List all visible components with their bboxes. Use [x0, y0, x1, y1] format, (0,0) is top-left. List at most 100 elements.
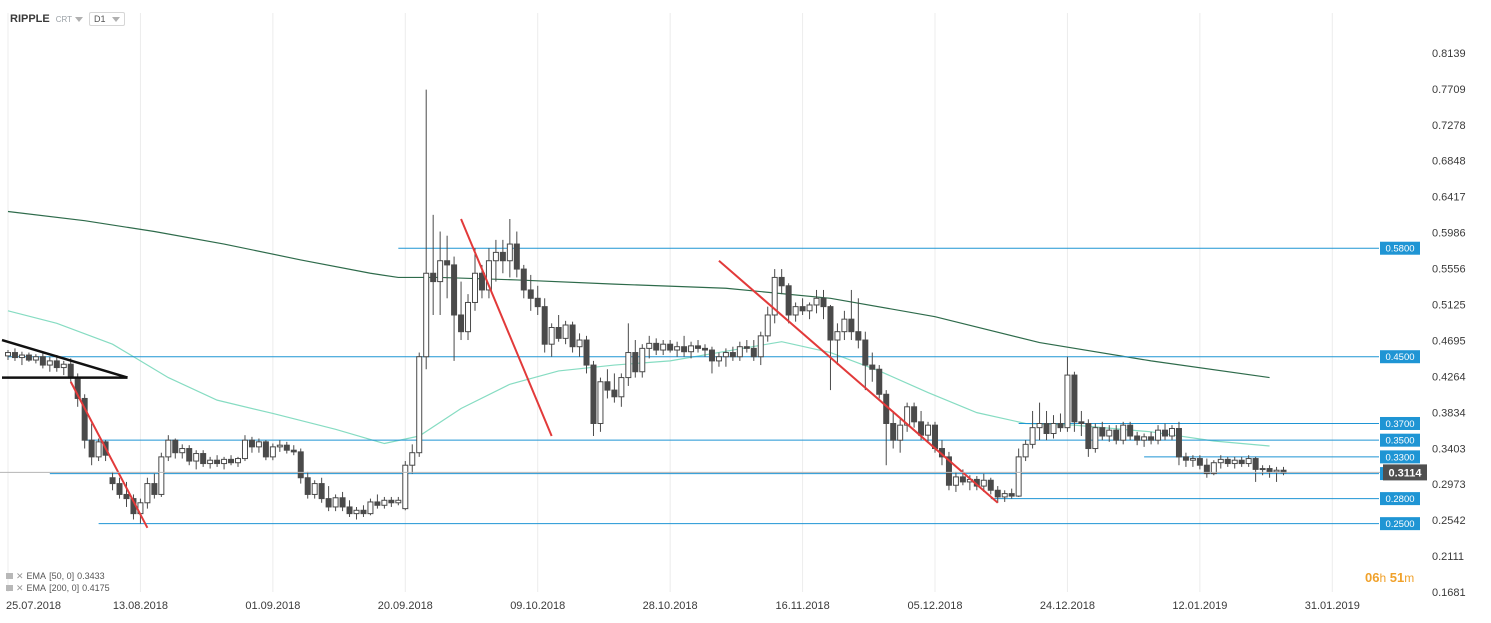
candle-body[interactable] [241, 439, 248, 460]
candle-body[interactable] [88, 439, 95, 458]
candle-body[interactable] [325, 498, 332, 508]
candle-body[interactable] [221, 458, 228, 465]
candle-body[interactable] [959, 476, 966, 483]
candle-body[interactable] [743, 346, 750, 349]
candle-body[interactable] [1022, 443, 1029, 458]
candle-body[interactable] [980, 479, 987, 487]
candle-body[interactable] [172, 439, 179, 454]
candle-body[interactable] [290, 449, 297, 453]
candle-body[interactable] [862, 339, 869, 366]
candle-body[interactable] [276, 444, 283, 448]
candle-body[interactable] [618, 377, 625, 398]
candle-body[interactable] [67, 363, 74, 379]
candle-body[interactable] [1057, 422, 1064, 429]
candle-body[interactable] [855, 331, 862, 341]
candle-body[interactable] [360, 509, 367, 515]
candle-body[interactable] [520, 268, 527, 291]
candle-body[interactable] [925, 424, 932, 436]
candle-body[interactable] [527, 289, 534, 299]
candle-body[interactable] [1224, 458, 1231, 465]
candle-body[interactable] [1141, 436, 1148, 441]
candle-body[interactable] [562, 324, 569, 339]
candle-body[interactable] [569, 324, 576, 348]
candle-body[interactable] [1106, 429, 1113, 437]
candle-body[interactable] [214, 459, 221, 465]
candle-body[interactable] [346, 506, 353, 515]
candle-body[interactable] [123, 493, 130, 500]
candle-body[interactable] [269, 446, 276, 458]
candle-body[interactable] [1238, 459, 1245, 465]
candle-body[interactable] [632, 352, 639, 373]
triangle-upper-line[interactable] [1, 338, 128, 379]
candle-body[interactable] [1210, 462, 1217, 475]
trend-line[interactable] [69, 381, 149, 529]
candle-body[interactable] [987, 479, 994, 491]
candle-body[interactable] [95, 441, 102, 458]
candle-body[interactable] [771, 276, 778, 316]
candle-body[interactable] [611, 389, 618, 398]
candle-body[interactable] [1196, 458, 1203, 466]
candle-body[interactable] [1134, 435, 1141, 441]
candle-body[interactable] [952, 476, 959, 486]
candle-body[interactable] [597, 381, 604, 424]
candle-body[interactable] [1029, 427, 1036, 445]
candle-body[interactable] [374, 501, 381, 506]
candle-body[interactable] [1266, 468, 1273, 473]
candle-body[interactable] [799, 306, 806, 312]
candle-body[interactable] [1099, 427, 1106, 437]
candle-body[interactable] [918, 421, 925, 436]
candle-body[interactable] [485, 260, 492, 291]
candle-body[interactable] [945, 456, 952, 486]
candle-body[interactable] [1217, 458, 1224, 464]
candle-body[interactable] [11, 352, 18, 359]
candle-body[interactable] [158, 456, 165, 495]
candle-body[interactable] [18, 354, 25, 359]
candle-body[interactable] [5, 352, 11, 357]
candle-body[interactable] [604, 381, 611, 391]
candle-body[interactable] [478, 272, 485, 291]
candle-body[interactable] [1168, 427, 1175, 437]
candle-body[interactable] [53, 360, 60, 369]
candle-body[interactable] [444, 260, 451, 266]
candle-body[interactable] [116, 483, 123, 495]
candle-body[interactable] [695, 345, 702, 349]
candle-body[interactable] [179, 448, 186, 454]
candle-body[interactable] [207, 459, 214, 465]
candle-body[interactable] [932, 424, 939, 450]
candle-body[interactable] [911, 406, 918, 423]
candle-body[interactable] [764, 314, 771, 337]
candle-body[interactable] [576, 339, 583, 348]
candle-body[interactable] [1001, 493, 1008, 498]
candle-body[interactable] [1064, 374, 1071, 429]
candle-body[interactable] [471, 272, 478, 303]
timeframe-dropdown[interactable]: D1 [89, 12, 125, 26]
candle-body[interactable] [235, 458, 242, 464]
candle-body[interactable] [186, 448, 193, 462]
candle-body[interactable] [248, 439, 255, 448]
candle-body[interactable] [890, 422, 897, 441]
candle-body[interactable] [841, 318, 848, 333]
candle-body[interactable] [722, 352, 729, 358]
candle-body[interactable] [1043, 422, 1050, 435]
candle-body[interactable] [715, 356, 722, 362]
candle-body[interactable] [534, 297, 541, 308]
candle-body[interactable] [193, 453, 200, 462]
candle-body[interactable] [492, 251, 499, 262]
candle-body[interactable] [388, 499, 395, 504]
candle-body[interactable] [688, 345, 695, 353]
candle-body[interactable] [897, 424, 904, 441]
candle-body[interactable] [834, 331, 841, 341]
candle-body[interactable] [792, 306, 799, 316]
candle-body[interactable] [381, 499, 388, 506]
candle-body[interactable] [785, 285, 792, 316]
candle-body[interactable] [367, 501, 374, 515]
candle-body[interactable] [848, 318, 855, 333]
candle-body[interactable] [1071, 374, 1078, 423]
candle-body[interactable] [1259, 468, 1266, 471]
candle-body[interactable] [827, 306, 834, 341]
candle-body[interactable] [81, 397, 88, 441]
candle-body[interactable] [583, 339, 590, 366]
candle-body[interactable] [304, 477, 311, 495]
candle-body[interactable] [883, 393, 890, 424]
